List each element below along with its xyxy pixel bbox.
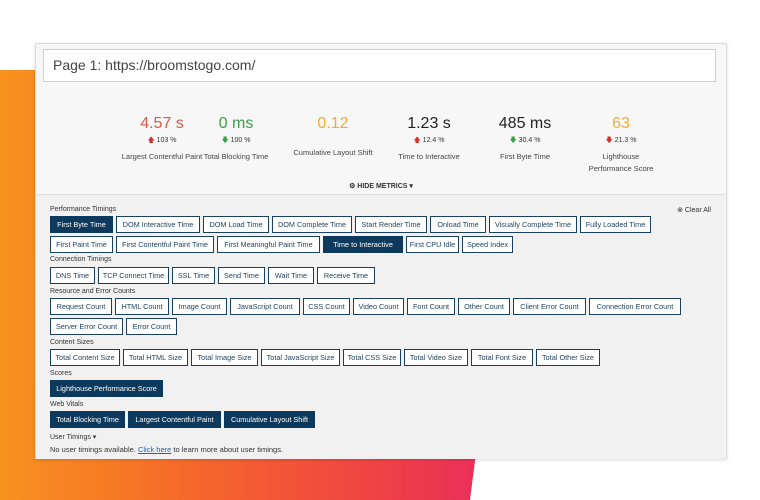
metric-toggle-button[interactable]: First Byte Time [50, 216, 113, 233]
metric-toggle-button[interactable]: Total Content Size [50, 349, 120, 366]
metric-delta: 🡅 12.4 % [413, 137, 445, 144]
metric-toggle-button[interactable]: Font Count [407, 298, 455, 315]
metric-toggle-button[interactable]: Largest Contentful Paint [128, 411, 221, 428]
metric-value: 63 [612, 115, 630, 132]
metric-label: Lighthouse Performance Score [588, 152, 654, 173]
metric-value: 485 ms [498, 115, 552, 132]
metric-toggle-button[interactable]: Client Error Count [513, 298, 586, 315]
section-label: Resource and Error Counts [50, 288, 136, 295]
metric-delta: 🡇 30.4 % [509, 137, 541, 144]
user-timings-note: No user timings available. Click here to… [50, 445, 284, 454]
metric-toggle-button[interactable]: DOM Interactive Time [116, 216, 200, 233]
metric-toggle-button[interactable]: Onload Time [430, 216, 486, 233]
metric-toggle-button[interactable]: Total Video Size [404, 349, 468, 366]
metrics-summary: 4.57 s 🡅 103 % Largest Contentful Paint … [36, 114, 726, 194]
section-label: Scores [50, 370, 72, 377]
metric-toggle-button[interactable]: Total Font Size [471, 349, 533, 366]
metric-toggle-button[interactable]: CSS Count [303, 298, 350, 315]
metric-label: Total Blocking Time [203, 152, 269, 161]
metric-toggle-button[interactable]: Cumulative Layout Shift [224, 411, 315, 428]
metric-toggle-button[interactable]: Total HTML Size [123, 349, 188, 366]
metric-cls: 0.12 Cumulative Layout Shift [273, 114, 393, 159]
metric-toggle-button[interactable]: Total Image Size [191, 349, 258, 366]
arrow-down-icon: 🡇 [605, 137, 613, 144]
metric-toggle-button[interactable]: First Contentful Paint Time [116, 236, 214, 253]
close-circle-icon: ⊗ [677, 207, 683, 214]
metric-delta: 🡅 103 % [147, 137, 177, 144]
metric-toggle-button[interactable]: DOM Load Time [203, 216, 269, 233]
metric-toggle-button[interactable]: First Paint Time [50, 236, 113, 253]
arrow-up-icon: 🡅 [147, 137, 155, 144]
learn-more-link[interactable]: Click here [137, 445, 172, 454]
metric-toggle-button[interactable]: Request Count [50, 298, 112, 315]
metric-toggle-button[interactable]: Fully Loaded Time [580, 216, 651, 233]
metric-toggle-button[interactable]: Connection Error Count [589, 298, 681, 315]
metric-value: 4.57 s [140, 115, 184, 132]
metric-value: 0 ms [218, 115, 254, 132]
metric-toggle-button[interactable]: Server Error Count [50, 318, 123, 335]
metric-tti: 1.23 s 🡅 12.4 % Time to Interactive [369, 114, 489, 163]
metric-toggle-button[interactable]: Total Other Size [536, 349, 600, 366]
gear-icon: ⚙ [349, 183, 356, 190]
metric-lcp: 4.57 s 🡅 103 % Largest Contentful Paint [102, 114, 222, 163]
metric-selector-panel: ⊗ Clear All Performance Timings First By… [37, 194, 725, 459]
metric-delta: 🡇 21.3 % [605, 137, 637, 144]
section-label: Web Vitals [50, 401, 84, 408]
metric-toggle-button[interactable]: First Meaningful Paint Time [217, 236, 320, 253]
metric-toggle-button[interactable]: Error Count [126, 318, 177, 335]
metric-value: 1.23 s [407, 115, 451, 132]
metric-toggle-button[interactable]: Other Count [458, 298, 510, 315]
page-title: Page 1: https://broomstogo.com/ [43, 49, 716, 82]
arrow-down-icon: 🡇 [221, 137, 229, 144]
arrow-up-icon: 🡅 [413, 137, 421, 144]
metric-toggle-button[interactable]: Total JavaScript Size [261, 349, 340, 366]
metric-toggle-button[interactable]: Send Time [218, 267, 265, 284]
metric-ttfb: 485 ms 🡇 30.4 % First Byte Time [465, 114, 585, 163]
metric-toggle-button[interactable]: Total Blocking Time [50, 411, 125, 428]
metric-toggle-button[interactable]: Start Render Time [355, 216, 427, 233]
section-label: Content Sizes [50, 339, 94, 346]
metric-toggle-button[interactable]: TCP Connect Time [98, 267, 169, 284]
clear-all-button[interactable]: ⊗ Clear All [677, 207, 711, 214]
arrow-up-icon: 🡇 [509, 137, 517, 144]
metric-value: 0.12 [317, 115, 349, 132]
metric-toggle-button[interactable]: DNS Time [50, 267, 95, 284]
metric-toggle-button[interactable]: Wait Time [268, 267, 314, 284]
metric-toggle-button[interactable]: Receive Time [317, 267, 375, 284]
metric-toggle-button[interactable]: Total CSS Size [343, 349, 401, 366]
metric-toggle-button[interactable]: JavaScript Count [230, 298, 300, 315]
page-card: Page 1: https://broomstogo.com/ 4.57 s 🡅… [35, 43, 727, 459]
metric-toggle-button[interactable]: DOM Complete Time [272, 216, 352, 233]
metric-toggle-button[interactable]: Speed Index [462, 236, 513, 253]
metric-toggle-button[interactable]: SSL Time [172, 267, 215, 284]
metric-toggle-button[interactable]: Visually Complete Time [489, 216, 577, 233]
metric-label: Time to Interactive [398, 152, 460, 161]
section-label: Connection Timings [50, 256, 112, 263]
metric-toggle-button[interactable]: HTML Count [115, 298, 169, 315]
caret-down-icon: ▾ [92, 434, 97, 441]
metric-label: First Byte Time [499, 152, 550, 161]
metric-toggle-button[interactable]: Image Count [172, 298, 227, 315]
metric-label: Largest Contentful Paint [121, 152, 203, 161]
metric-toggle-button[interactable]: First CPU Idle [406, 236, 459, 253]
metric-toggle-button[interactable]: Lighthouse Performance Score [50, 380, 163, 397]
hide-metrics-toggle[interactable]: ⚙ HIDE METRICS ▾ [349, 183, 413, 190]
metric-tbt: 0 ms 🡇 100 % Total Blocking Time [176, 114, 296, 163]
caret-down-icon: ▾ [409, 183, 413, 190]
metric-delta: 🡇 100 % [221, 137, 251, 144]
metric-toggle-button[interactable]: Time to Interactive [323, 236, 403, 253]
metric-toggle-button[interactable]: Video Count [353, 298, 404, 315]
metric-label: Cumulative Layout Shift [293, 148, 373, 157]
user-timings-toggle[interactable]: User Timings ▾ [50, 434, 97, 441]
section-label: Performance Timings [50, 206, 117, 213]
metric-lighthouse: 63 🡇 21.3 % Lighthouse Performance Score [561, 114, 681, 175]
